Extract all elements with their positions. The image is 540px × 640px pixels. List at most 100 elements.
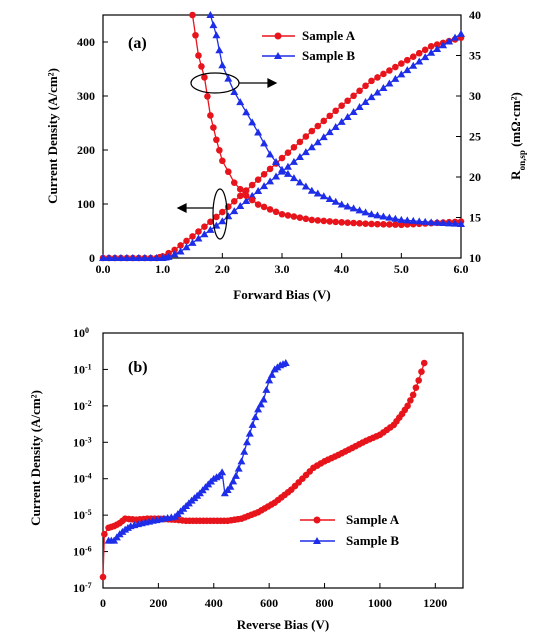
panel-a-point-sample-a-right <box>230 179 238 186</box>
panel-a-point-sample-a-left <box>433 41 441 48</box>
panel-a-point-sample-a-left <box>248 181 256 189</box>
panel-b-xtick-label: 1200 <box>423 596 447 610</box>
panel-a-point-sample-b-right <box>278 165 286 173</box>
panel-b-xtick-label: 0 <box>100 596 106 610</box>
panel-b-point-sample-a <box>409 391 417 399</box>
panel-a-point-sample-b-right <box>313 189 322 197</box>
panel-a-point-sample-a-right <box>213 136 220 144</box>
panel-a-point-sample-a-right <box>362 220 369 227</box>
panel-a-y2tick-label: 20 <box>469 170 481 184</box>
panel-a-point-sample-a-right <box>320 217 328 225</box>
panel-a-point-sample-a-right <box>201 74 208 81</box>
panel-a-point-sample-b-left <box>140 254 149 261</box>
panel-a-ytick-label: 300 <box>77 89 95 103</box>
panel-b-point-sample-b <box>256 400 265 408</box>
panel-a-point-sample-a-left <box>386 67 393 74</box>
panel-a-point-sample-b-right <box>343 202 352 210</box>
panel-a-point-sample-a-left <box>332 107 340 115</box>
panel-a-point-sample-a-right <box>356 220 363 227</box>
panel-b-ytick-label: 10-6 <box>73 544 92 559</box>
panel-a-point-sample-b-left <box>152 254 161 261</box>
panel-b-label: (b) <box>128 359 148 376</box>
panel-a-point-sample-a-left <box>308 127 316 135</box>
panel-a-point-sample-a-left <box>242 187 250 194</box>
panel-a-point-sample-b-right <box>218 61 227 69</box>
panel-a-y2tick-label: 40 <box>469 8 481 22</box>
panel-a-point-sample-b-right <box>403 216 412 224</box>
panel-b-ytick-label: 10-5 <box>73 508 92 523</box>
panel-a-point-sample-a-left <box>183 237 190 245</box>
panel-a-point-sample-a-right <box>216 146 223 154</box>
panel-a-point-sample-b-left <box>439 41 448 49</box>
panel-a-point-sample-b-right <box>331 197 340 205</box>
panel-a-point-sample-a-right <box>272 208 280 216</box>
panel-b-xtick-label: 200 <box>149 596 167 610</box>
panel-a-point-sample-b-right <box>319 192 328 200</box>
panel-a-point-sample-b-right <box>283 169 292 177</box>
panel-a-xtick-label: 4.0 <box>334 262 349 276</box>
panel-b-point-sample-b <box>234 464 243 472</box>
panel-a-point-sample-b-left <box>230 207 239 215</box>
panel-a-point-sample-a-left <box>201 223 208 230</box>
panel-a-point-sample-a-left <box>254 176 262 183</box>
panel-a-annotations <box>176 72 278 240</box>
panel-a-point-sample-b-right <box>307 186 316 194</box>
panel-a-point-sample-b-left <box>343 112 352 120</box>
panel-a-point-sample-b-left <box>457 29 465 37</box>
panel-a-point-sample-a-right <box>192 31 199 39</box>
panel-a-point-sample-a-right <box>210 124 217 131</box>
panel-a-point-sample-b-right <box>266 150 275 158</box>
panel-b-point-sample-b <box>262 385 271 393</box>
panel-a-point-sample-b-left <box>248 191 257 199</box>
panel-a-point-sample-b-left <box>146 254 155 261</box>
panel-a-point-sample-a-left <box>230 198 238 205</box>
panel-b-xtick-label: 600 <box>260 596 278 610</box>
panel-b-point-sample-b <box>243 438 251 446</box>
panel-a-point-sample-b-left <box>236 202 245 210</box>
panel-b-xlabel: Reverse Bias (V) <box>237 617 329 632</box>
panel-a-y2tick-label: 25 <box>469 130 481 144</box>
panel-a-point-sample-b-left <box>313 138 322 146</box>
panel-b-xtick-label: 400 <box>205 596 223 610</box>
panel-a-point-sample-b-left <box>451 33 460 41</box>
panel-a-point-sample-b-left <box>379 84 388 92</box>
arrowhead-left <box>176 203 187 213</box>
panel-a-point-sample-b-right <box>254 128 263 136</box>
panel-a-point-sample-a-right <box>260 203 268 211</box>
panel-b-point-sample-a <box>99 573 107 581</box>
panel-a-point-sample-b-left <box>373 88 382 96</box>
panel-b: 0 200 400 600 800 1000 1200 100 10-1 10-2 10-3 10-4… <box>28 326 464 632</box>
panel-a-point-sample-b-left <box>367 93 376 101</box>
panel-a-y2tick-label: 15 <box>469 211 481 225</box>
panel-a-point-sample-a-right <box>314 217 322 224</box>
panel-a-point-sample-a-right <box>254 201 262 208</box>
panel-a-point-sample-b-left <box>182 243 191 251</box>
panel-a-point-sample-b-left <box>122 254 131 261</box>
panel-a-point-sample-b-right <box>301 182 310 190</box>
panel-a-y2tick-label: 35 <box>469 49 481 63</box>
panel-a-point-sample-a-right <box>302 215 310 223</box>
panel-b-ylabel: Current Density (A/cm²) <box>28 390 43 526</box>
panel-a-legend: Sample A Sample B <box>262 28 356 63</box>
panel-a-xtick-label: 0.0 <box>96 262 111 276</box>
panel-a-point-sample-b-right <box>433 218 442 226</box>
panel-a-point-sample-b-right <box>248 118 257 126</box>
panel-a-point-sample-a-right <box>204 93 211 100</box>
panel-a-point-sample-a-right <box>278 210 286 218</box>
panel-a-ylabel: Current Density (A/cm²) <box>45 68 60 204</box>
panel-a-point-sample-a-left <box>236 192 244 200</box>
panel-a-point-sample-b-left <box>260 182 269 190</box>
panel-b-point-sample-b <box>229 477 238 485</box>
panel-a-point-sample-a-right <box>284 212 292 219</box>
panel-b-point-sample-a <box>418 368 425 376</box>
panel-a-point-sample-a-right <box>189 11 196 19</box>
panel-a-point-sample-a-right <box>308 216 316 224</box>
panel-a-point-sample-a-left <box>326 112 334 120</box>
legend-b-label-sample-a: Sample A <box>346 512 400 527</box>
panel-b-frame <box>102 332 464 589</box>
panel-a-point-sample-b-left <box>403 66 412 74</box>
panel-a-point-sample-b-left <box>224 212 233 220</box>
panel-a-point-sample-a-left <box>344 97 351 105</box>
panel-a-point-sample-a-left <box>219 208 226 216</box>
panel-a-point-sample-b-left <box>325 128 334 136</box>
